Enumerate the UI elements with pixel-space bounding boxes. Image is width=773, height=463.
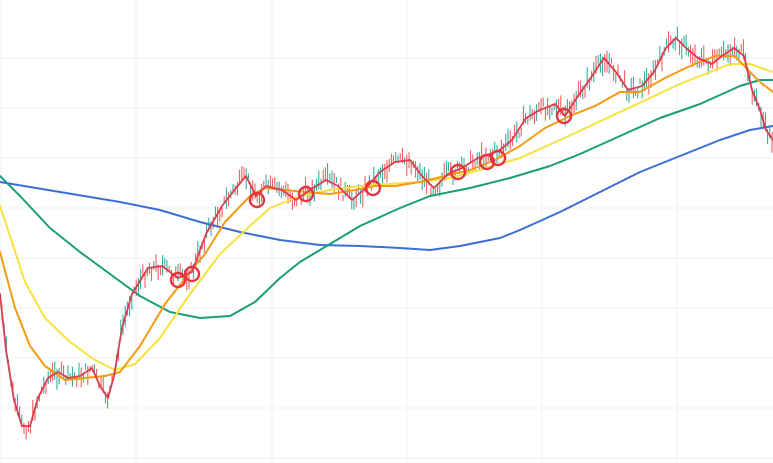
signal-circle: [297, 185, 315, 203]
crossover-signal-markers: [169, 107, 573, 289]
signal-circle: [478, 153, 496, 171]
signal-circle: [248, 191, 266, 209]
signal-circle: [169, 271, 187, 289]
signal-circle: [364, 179, 382, 197]
ma-long-line: [0, 79, 773, 319]
signal-circle: [555, 107, 573, 125]
ma-slow-line: [0, 63, 773, 371]
ma-fast-line: [0, 37, 773, 427]
signal-circle: [489, 149, 507, 167]
signal-circle: [183, 265, 201, 283]
signal-circle: [449, 163, 467, 181]
ma-longest-line: [0, 125, 773, 251]
